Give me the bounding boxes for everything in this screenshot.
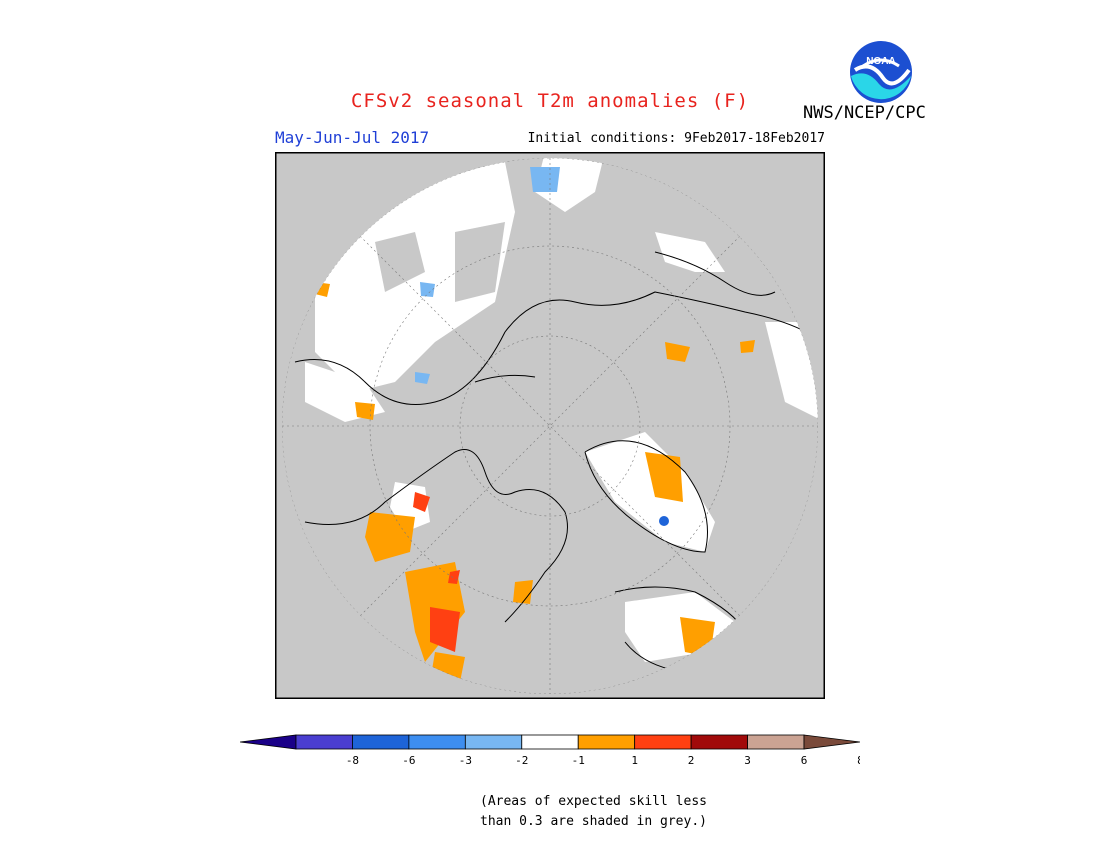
colorbar-bin bbox=[521, 734, 579, 750]
colorbar-bin bbox=[408, 734, 466, 750]
skill-note-line2: than 0.3 are shaded in grey.) bbox=[480, 814, 707, 829]
colorbar-bin bbox=[464, 734, 523, 750]
map-frame bbox=[274, 151, 826, 700]
colorbar-bin bbox=[747, 734, 805, 750]
anomaly-map bbox=[274, 151, 826, 700]
season-label: May-Jun-Jul 2017 bbox=[275, 128, 430, 147]
warm-anomaly-canada bbox=[365, 512, 415, 562]
agency-label: NWS/NCEP/CPC bbox=[803, 103, 926, 123]
colorbar-bin bbox=[690, 734, 748, 750]
colorbar-bin bbox=[295, 734, 353, 750]
colorbar-tick-label: 2 bbox=[688, 754, 695, 767]
colorbar-bin bbox=[352, 734, 410, 750]
colorbar-arrow-high bbox=[803, 734, 861, 750]
noaa-logo: NOAA bbox=[849, 40, 913, 104]
white-region-greenland bbox=[585, 432, 715, 552]
initial-conditions-label: Initial conditions: 9Feb2017-18Feb2017 bbox=[527, 131, 825, 146]
colorbar-bin bbox=[634, 734, 692, 750]
colorbar-tick-label: 3 bbox=[744, 754, 751, 767]
graticule bbox=[282, 158, 818, 694]
cool-anomaly-greenland bbox=[659, 516, 669, 526]
colorbar: -8 -6 -3 -2 -1 1 2 3 6 8 bbox=[239, 733, 864, 767]
cool-anomaly-siberia bbox=[530, 167, 560, 192]
colorbar-tick-label: 6 bbox=[801, 754, 808, 767]
skill-note-line1: (Areas of expected skill less bbox=[480, 794, 707, 809]
colorbar-tick-label: -3 bbox=[459, 754, 472, 767]
colorbar-tick-label: -6 bbox=[402, 754, 415, 767]
map-title: CFSv2 seasonal T2m anomalies (F) bbox=[350, 90, 750, 112]
logo-text: NOAA bbox=[866, 56, 895, 67]
colorbar-arrow-low bbox=[239, 734, 297, 750]
polar-projection bbox=[282, 158, 818, 694]
colorbar-tick-label: -1 bbox=[572, 754, 585, 767]
skill-note: (Areas of expected skill less than 0.3 a… bbox=[480, 792, 707, 832]
colorbar-tick-label: 8 bbox=[857, 754, 860, 767]
colorbar-tick-label: -8 bbox=[346, 754, 359, 767]
hot-anomaly-usa-west bbox=[430, 607, 460, 652]
colorbar-tick-label: -2 bbox=[515, 754, 528, 767]
colorbar-bin bbox=[577, 734, 636, 750]
colorbar-tick-label: 1 bbox=[631, 754, 638, 767]
